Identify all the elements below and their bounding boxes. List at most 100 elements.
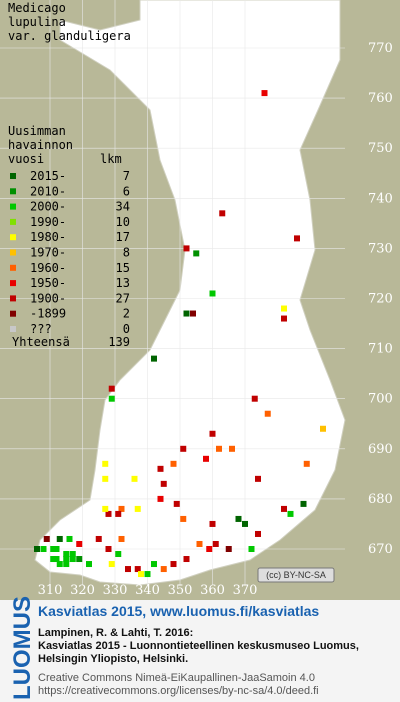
x-tick-label: 340 <box>135 583 160 598</box>
observation <box>95 535 102 542</box>
y-tick-label: 700 <box>368 392 393 407</box>
observation <box>63 561 70 568</box>
footer-text: Lampinen, R. & Lahti, T. 2016:Kasviatlas… <box>38 627 359 697</box>
observation <box>303 460 310 467</box>
legend-count: 10 <box>116 215 130 229</box>
x-tick-label: 330 <box>103 583 128 598</box>
legend-count: 17 <box>116 230 130 244</box>
legend-count: 2 <box>123 307 130 321</box>
observation <box>281 315 287 322</box>
observation <box>118 505 125 512</box>
legend-swatch <box>10 188 16 195</box>
legend-count-heading: lkm <box>100 152 122 166</box>
observation <box>53 546 60 552</box>
legend-label: 1990- <box>30 215 66 229</box>
observation <box>76 540 83 547</box>
headline: Kasviatlas 2015, www.luomus.fi/kasviatla… <box>38 603 319 619</box>
observation <box>50 556 57 563</box>
badge-text: (cc) BY-NC-SA <box>266 570 326 580</box>
legend-label: 1950- <box>30 276 66 290</box>
legend-count: 7 <box>123 169 130 183</box>
observation <box>219 210 226 217</box>
legend-swatch <box>10 295 16 302</box>
observation <box>209 430 216 437</box>
legend-swatch <box>10 234 16 241</box>
legend-label: 2000- <box>30 200 66 214</box>
observation <box>320 425 326 432</box>
observation <box>105 546 112 552</box>
observation <box>151 355 157 362</box>
observation <box>118 535 125 542</box>
observation <box>157 465 164 472</box>
x-tick-label: 310 <box>38 583 63 598</box>
legend-count: 15 <box>116 261 130 275</box>
observation <box>209 520 216 527</box>
y-tick-label: 670 <box>368 542 393 557</box>
observation <box>144 571 151 578</box>
y-tick-label: 680 <box>368 492 393 507</box>
observation <box>173 500 180 507</box>
observation <box>255 475 261 482</box>
y-tick-label: 730 <box>368 241 393 256</box>
observation <box>69 551 76 558</box>
legend-count: 13 <box>116 276 130 290</box>
observation <box>50 546 57 552</box>
observation <box>294 235 300 242</box>
legend-swatch <box>10 280 16 287</box>
observation <box>216 445 222 452</box>
observation <box>193 250 200 257</box>
observation <box>134 505 141 512</box>
x-tick-label: 320 <box>70 583 95 598</box>
observation <box>53 556 60 563</box>
legend-label: 2010- <box>30 184 66 198</box>
observation <box>108 561 115 568</box>
observation <box>102 475 109 482</box>
legend-swatch <box>10 203 16 210</box>
license-line: Creative Commons Nimeä-EiKaupallinen-Jaa… <box>38 672 315 684</box>
observation <box>63 551 70 558</box>
observation <box>206 546 213 552</box>
x-tick-label: 350 <box>168 583 193 598</box>
legend-total-label: Yhteensä <box>12 335 70 349</box>
observation <box>131 475 138 482</box>
observation <box>248 546 255 552</box>
y-tick-label: 690 <box>368 442 393 457</box>
observation <box>115 551 122 558</box>
license-badge: (cc) BY-NC-SA <box>257 567 335 583</box>
badge-box <box>257 567 335 583</box>
observation <box>157 495 164 502</box>
x-tick-label: 370 <box>233 583 258 598</box>
observation <box>43 535 50 542</box>
legend-count: 34 <box>116 200 130 214</box>
legend-label: 2015- <box>30 169 66 183</box>
observation <box>183 310 190 317</box>
observation <box>300 500 307 507</box>
legend-count: 6 <box>123 184 130 198</box>
observation <box>190 310 196 317</box>
observation <box>102 460 109 467</box>
y-tick-label: 760 <box>368 91 393 106</box>
observation <box>170 460 177 467</box>
observation <box>281 305 287 312</box>
y-tick-label: 720 <box>368 292 393 307</box>
observation <box>203 455 209 462</box>
citation-line: Lampinen, R. & Lahti, T. 2016: <box>38 627 193 639</box>
observation <box>151 561 157 568</box>
legend-swatch <box>10 264 16 271</box>
observation <box>102 505 109 512</box>
observation <box>160 480 167 487</box>
legend-label: -1899 <box>30 307 66 321</box>
x-tick-label: 360 <box>200 583 225 598</box>
legend-label: 1960- <box>30 261 66 275</box>
observation <box>160 566 167 573</box>
observation <box>281 505 287 512</box>
legend-heading: havainnon <box>8 138 73 152</box>
legend-count: 8 <box>123 246 130 260</box>
observation <box>115 510 122 517</box>
points <box>34 90 326 578</box>
footer-background <box>0 600 400 702</box>
legend-total: 139 <box>108 335 130 349</box>
legend-count: 0 <box>123 322 130 336</box>
